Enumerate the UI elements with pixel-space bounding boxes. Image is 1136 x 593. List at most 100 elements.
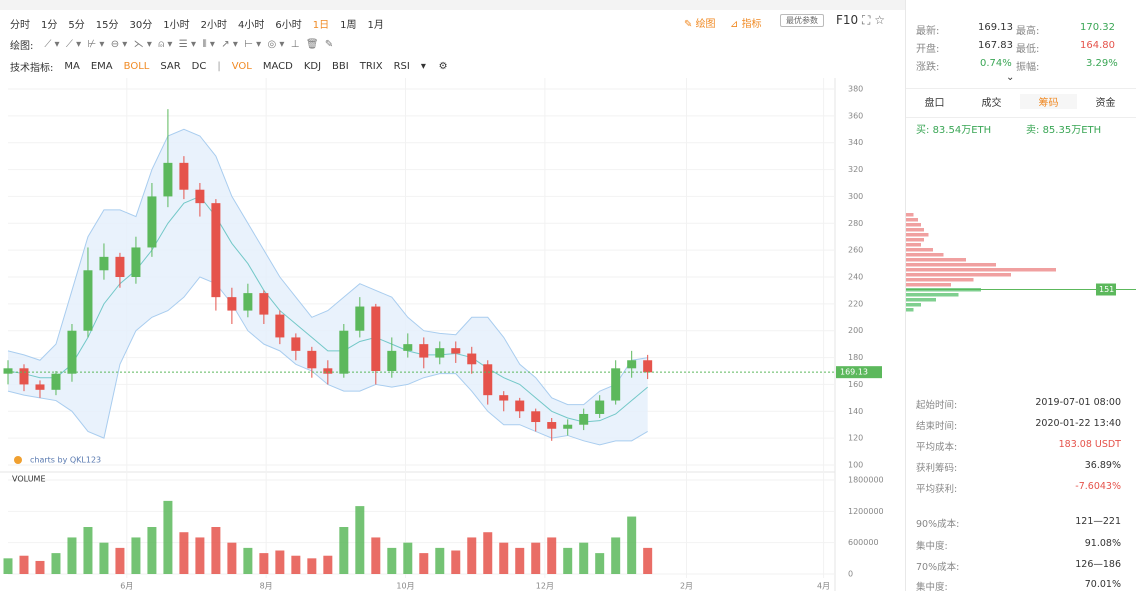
indicator[interactable]: VOL bbox=[231, 61, 252, 72]
volume-bar bbox=[259, 553, 269, 574]
chip-bar bbox=[906, 233, 929, 237]
indicator[interactable]: KDJ bbox=[303, 61, 322, 72]
timeframe[interactable]: 1日 bbox=[312, 20, 330, 31]
label: 振幅: bbox=[1016, 62, 1040, 73]
tab[interactable]: 成交 bbox=[981, 98, 1002, 109]
indicator[interactable]: BBI bbox=[332, 61, 349, 72]
x-tick-label: 8月 bbox=[260, 582, 273, 591]
stat-row: 70%成本: 126—186 bbox=[916, 559, 1121, 573]
candle-body bbox=[83, 270, 93, 331]
indicator[interactable]: SAR bbox=[160, 61, 181, 72]
best-params[interactable]: 最优参数 bbox=[780, 14, 824, 27]
chip-bar bbox=[906, 278, 974, 282]
chip-bar bbox=[906, 243, 921, 247]
candle-body bbox=[179, 162, 189, 190]
timeframe[interactable]: 30分 bbox=[129, 20, 153, 31]
y-tick-label: 160 bbox=[848, 380, 863, 389]
stat-value: 91.08% bbox=[1084, 538, 1121, 549]
timeframe[interactable]: 2小时 bbox=[200, 20, 227, 31]
indicator-button[interactable]: ⊿ 指标 bbox=[730, 19, 762, 30]
x-tick-label: 6月 bbox=[120, 582, 133, 591]
indicator[interactable]: MACD bbox=[262, 61, 293, 72]
timeframe[interactable]: 1月 bbox=[367, 20, 384, 31]
volume-bar bbox=[547, 537, 557, 574]
chip-marker-box bbox=[1096, 283, 1116, 296]
candle-body bbox=[243, 293, 253, 311]
chip-bar bbox=[906, 248, 933, 252]
candle-body bbox=[387, 350, 397, 371]
more[interactable]: ▾ ⚙ bbox=[420, 61, 448, 72]
chip-bar bbox=[906, 218, 918, 222]
stat-row: 获利筹码: 36.89% bbox=[916, 460, 1121, 474]
candle-body bbox=[483, 364, 493, 396]
volume-bar bbox=[419, 553, 429, 574]
timeframe[interactable]: 4小时 bbox=[237, 20, 265, 31]
separator: | bbox=[217, 61, 221, 72]
indicator-label: 技术指标: bbox=[10, 63, 54, 74]
volume-bar bbox=[99, 542, 109, 574]
candle-body bbox=[259, 293, 269, 315]
volume-bar bbox=[611, 537, 621, 574]
chip-bar bbox=[906, 253, 944, 257]
stat-value: 126—186 bbox=[1075, 559, 1121, 570]
timeframe[interactable]: 1周 bbox=[340, 20, 357, 31]
tab[interactable]: 资金 bbox=[1095, 98, 1116, 109]
volume-bar bbox=[595, 553, 605, 574]
chip-bar bbox=[906, 293, 959, 297]
timeframe[interactable]: 分时 bbox=[10, 20, 30, 31]
indicator[interactable]: DC bbox=[191, 61, 207, 72]
timeframe[interactable]: 1小时 bbox=[163, 20, 190, 31]
label: 涨跌: bbox=[916, 62, 940, 73]
stat-row: 平均成本: 183.08 USDT bbox=[916, 439, 1121, 453]
chip-bar bbox=[906, 268, 1056, 272]
volume-bar bbox=[179, 532, 189, 574]
indicator[interactable]: RSI bbox=[393, 61, 410, 72]
timeframe[interactable]: 1分 bbox=[41, 20, 58, 31]
label: 开盘: bbox=[916, 44, 940, 55]
tab[interactable]: 盘口 bbox=[924, 98, 945, 109]
y-tick-label: 260 bbox=[848, 246, 863, 255]
stat-value: 183.08 USDT bbox=[1058, 439, 1121, 450]
browser-tabs bbox=[0, 0, 905, 10]
y-tick-label: 240 bbox=[848, 273, 863, 282]
timeframe[interactable]: 6小时 bbox=[275, 20, 302, 31]
candle-body bbox=[563, 424, 573, 429]
indicator[interactable]: MA bbox=[64, 61, 80, 72]
draw-label: 绘图: bbox=[10, 41, 34, 52]
volume-bar bbox=[227, 542, 237, 574]
volume-bar bbox=[435, 547, 445, 574]
chip-bar bbox=[906, 308, 914, 312]
y-tick-label: 380 bbox=[848, 85, 863, 94]
y-tick-label: 100 bbox=[848, 461, 863, 470]
draw-button[interactable]: ✎ 绘图 bbox=[684, 19, 716, 30]
volume-tick-label: 0 bbox=[848, 570, 853, 579]
volume-bar bbox=[531, 542, 541, 574]
tab[interactable]: 筹码 bbox=[1020, 94, 1077, 109]
timeframe[interactable]: 15分 bbox=[95, 20, 119, 31]
volume-bar bbox=[51, 553, 61, 574]
indicator[interactable]: TRIX bbox=[359, 61, 383, 72]
sell-value: 85.35万ETH bbox=[1042, 125, 1102, 136]
buy: 买: 83.54万ETH bbox=[916, 121, 991, 136]
stat-label: 结束时间: bbox=[916, 421, 958, 432]
chart: 100 120 140 160 180 200 220 240 260 280 300 320 340 3… bbox=[0, 78, 884, 591]
band-lower bbox=[7, 276, 648, 446]
stat-label: 集中度: bbox=[916, 582, 948, 593]
stat-row: 起始时间: 2019-07-01 08:00 bbox=[916, 397, 1121, 411]
indicator[interactable]: EMA bbox=[90, 61, 113, 72]
indicator[interactable]: BOLL bbox=[123, 61, 150, 72]
y-tick-label: 320 bbox=[848, 165, 863, 174]
expand-icon[interactable]: ⌄ bbox=[1006, 72, 1015, 83]
fullscreen-icon[interactable]: ⛶ ☆ bbox=[862, 13, 885, 27]
candle-body bbox=[467, 353, 477, 365]
draw-tool-icons[interactable]: ⟋ ▾ ⟋ ▾ ⊬ ▾ ⊖ ▾ ⋋ ▾ ⍝ ▾ ☰ ▾ ⦀ ▾ ↗ ▾ ⊢ ▾ … bbox=[44, 39, 334, 50]
stat-row: 平均获利: -7.6043% bbox=[916, 481, 1121, 495]
f10[interactable]: F10 bbox=[836, 13, 859, 27]
timeframe[interactable]: 5分 bbox=[68, 20, 85, 31]
candle-body bbox=[531, 411, 541, 423]
y-tick-label: 120 bbox=[848, 434, 863, 443]
volume-tick-label: 1800000 bbox=[848, 476, 884, 485]
stat-label: 平均成本: bbox=[916, 442, 958, 453]
stat-row: 结束时间: 2020-01-22 13:40 bbox=[916, 418, 1121, 432]
